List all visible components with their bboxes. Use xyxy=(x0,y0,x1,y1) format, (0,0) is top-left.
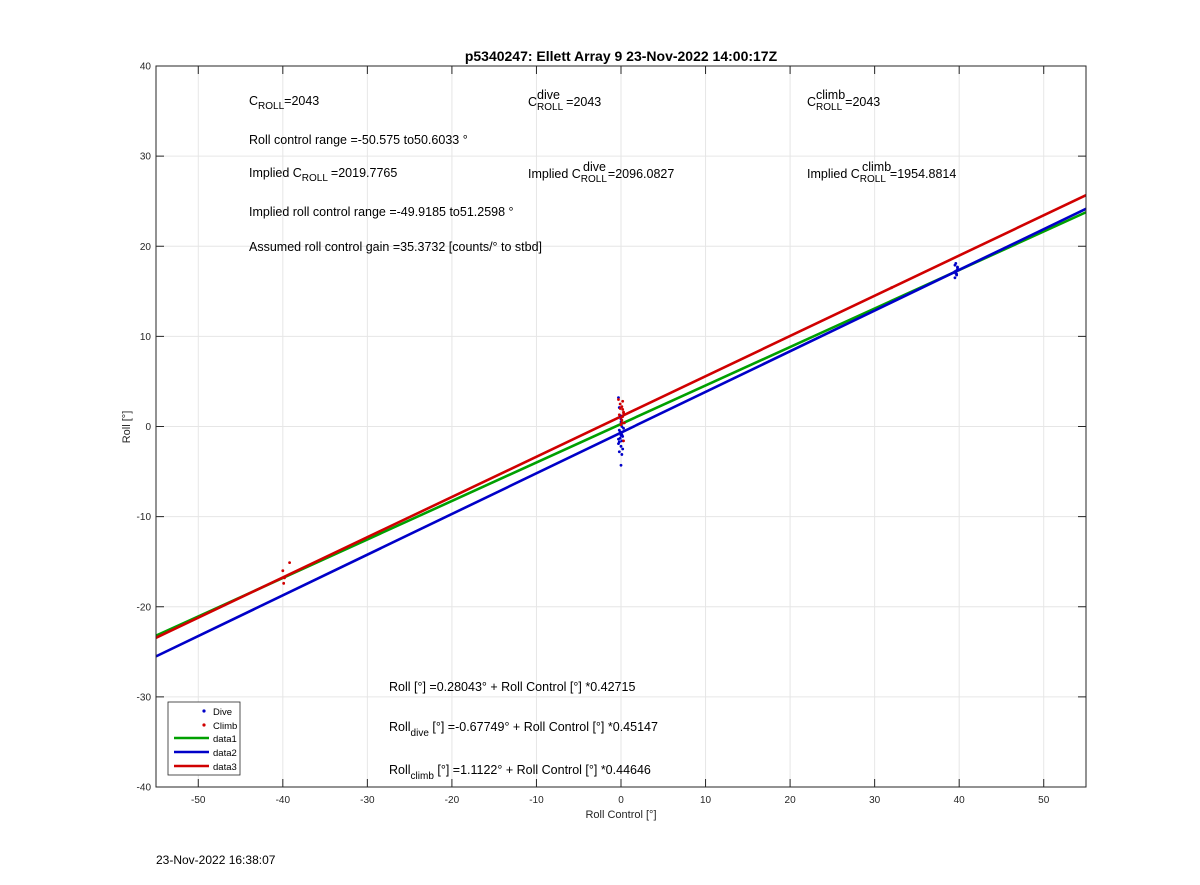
legend-marker-climb xyxy=(202,723,206,727)
x-tick-label: -10 xyxy=(529,795,544,806)
point-climb xyxy=(622,421,626,425)
point-climb xyxy=(618,407,622,410)
point-dive xyxy=(954,261,958,265)
point-climb xyxy=(621,407,625,411)
annotation-c-roll-climb: CROLL =2043 xyxy=(807,95,880,113)
legend-label-data1: data1 xyxy=(213,734,237,745)
chart-title: p5340247: Ellett Array 9 23-Nov-2022 14:… xyxy=(465,48,778,64)
x-tick-label: -40 xyxy=(276,795,291,806)
point-climb xyxy=(620,418,624,422)
point-climb xyxy=(283,576,286,580)
y-axis-label: Roll [°] xyxy=(121,411,133,444)
axis-ticks: -50 -40 -30 -20 -10 0 10 20 30 40 50 -40 -30 -20 -10 0 1… xyxy=(137,62,1086,806)
point-climb xyxy=(288,561,291,564)
y-tick-label: -40 xyxy=(137,783,152,794)
annotation-implied-c-roll-climb-sup: climb xyxy=(862,160,891,174)
point-climb xyxy=(617,413,621,417)
point-climb xyxy=(622,411,625,415)
annotation-fit-dive: Rolldive [°] =-0.67749° + Roll Control [… xyxy=(389,720,658,739)
y-tick-label: 0 xyxy=(145,422,151,433)
point-climb xyxy=(621,399,625,403)
annotation-implied-c-roll-climb: Implied CROLL =1954.8814 xyxy=(807,167,956,185)
x-tick-label: 10 xyxy=(700,795,712,806)
point-climb xyxy=(620,421,624,425)
point-climb xyxy=(620,405,624,409)
y-tick-label: 30 xyxy=(140,152,152,163)
point-dive xyxy=(617,437,620,441)
y-tick-label: -30 xyxy=(137,692,152,703)
point-dive xyxy=(617,440,621,444)
x-tick-label: 30 xyxy=(869,795,881,806)
point-dive xyxy=(619,444,623,448)
annotation-roll-range: Roll control range =-50.575 to50.6033 ° xyxy=(249,133,468,147)
point-dive xyxy=(617,450,621,454)
y-tick-label: -10 xyxy=(137,512,152,523)
annotation-c-roll: CROLL=2043 xyxy=(249,94,319,112)
point-climb xyxy=(890,286,893,290)
point-dive xyxy=(953,276,957,280)
point-climb xyxy=(621,415,625,418)
y-tick-label: 10 xyxy=(140,332,152,343)
footer-timestamp: 23-Nov-2022 16:38:07 xyxy=(156,853,276,867)
x-tick-label: 0 xyxy=(618,795,624,806)
point-climb xyxy=(617,398,620,401)
x-tick-label: -50 xyxy=(191,795,206,806)
point-dive xyxy=(954,271,958,275)
point-dive xyxy=(618,430,622,434)
legend-label-data3: data3 xyxy=(213,762,237,773)
point-dive xyxy=(620,453,624,456)
point-climb xyxy=(281,569,285,573)
annotation-implied-range: Implied roll control range =-49.9185 to5… xyxy=(249,205,514,219)
annotation-fit-climb: Rollclimb [°] =1.1122° + Roll Control [°… xyxy=(389,763,651,782)
point-climb xyxy=(282,581,286,585)
x-tick-label: -20 xyxy=(445,795,460,806)
annotation-fit-all: Roll [°] =0.28043° + Roll Control [°] *0… xyxy=(389,680,635,694)
legend-marker-dive xyxy=(202,709,206,713)
point-dive xyxy=(622,426,625,430)
point-dive xyxy=(620,433,624,437)
point-dive xyxy=(619,463,623,467)
x-tick-label: 50 xyxy=(1038,795,1050,806)
annotation-c-roll-dive-sup: dive xyxy=(537,88,560,102)
point-climb xyxy=(618,402,622,406)
data-points xyxy=(281,261,959,585)
legend: Dive Climb data1 data2 data3 xyxy=(167,701,241,776)
point-climb xyxy=(622,439,625,443)
annotations: CROLL=2043 CROLL =2043 dive CROLL =2043 cl… xyxy=(249,88,956,782)
annotation-c-roll-climb-sup: climb xyxy=(816,88,845,102)
y-tick-label: -20 xyxy=(137,602,152,613)
annotation-implied-c-roll: Implied CROLL =2019.7765 xyxy=(249,166,397,184)
x-tick-label: 20 xyxy=(785,795,797,806)
y-tick-label: 20 xyxy=(140,242,152,253)
point-dive xyxy=(956,265,959,269)
x-tick-label: 40 xyxy=(954,795,966,806)
legend-label-climb: Climb xyxy=(213,721,237,732)
annotation-gain: Assumed roll control gain =35.3732 [coun… xyxy=(249,240,542,254)
annotation-implied-c-roll-dive-sup: dive xyxy=(583,160,606,174)
point-dive xyxy=(956,268,959,272)
x-axis-label: Roll Control [°] xyxy=(585,809,656,821)
legend-label-dive: Dive xyxy=(213,707,232,718)
point-dive xyxy=(621,447,625,451)
annotation-implied-c-roll-dive: Implied CROLL=2096.0827 xyxy=(528,167,674,185)
x-tick-label: -30 xyxy=(360,795,375,806)
legend-label-data2: data2 xyxy=(213,748,237,759)
annotation-c-roll-dive: CROLL =2043 xyxy=(528,95,601,113)
y-tick-label: 40 xyxy=(140,62,152,73)
